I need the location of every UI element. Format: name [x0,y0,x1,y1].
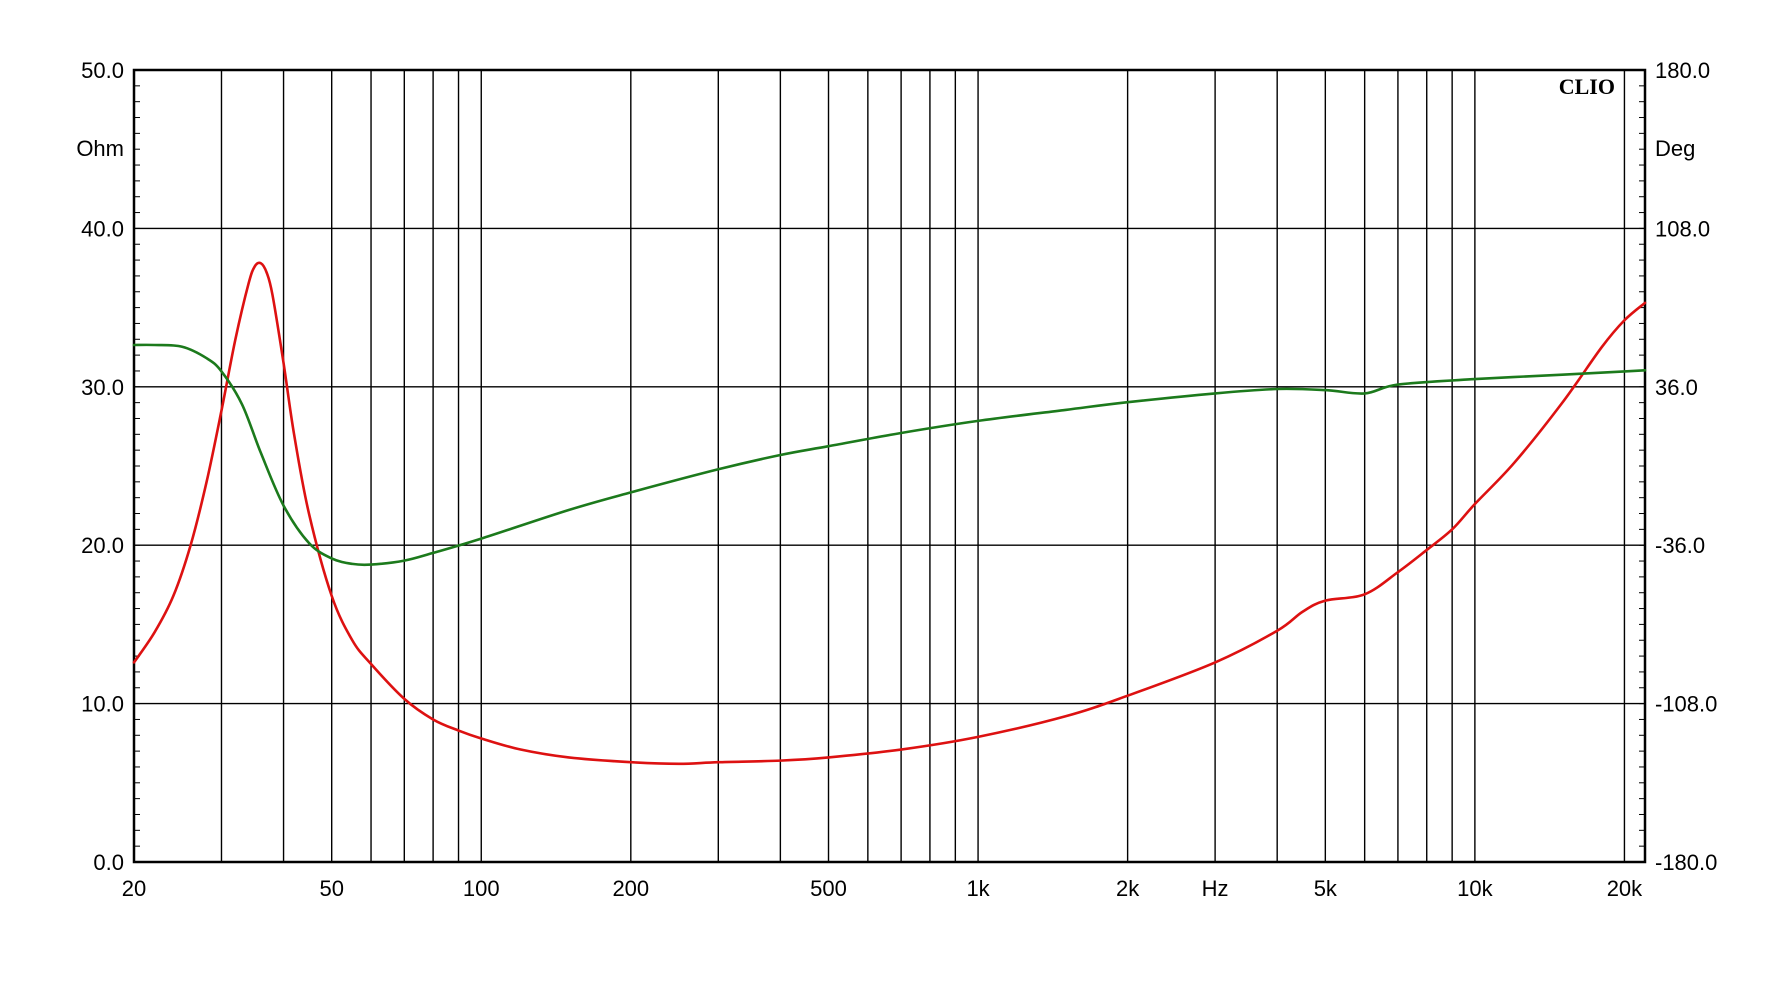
plot-border [132,68,1647,864]
chart-labels: 0.0 10.0 20.0 30.0 40.0 50.0 Ohm -180.0 -108.0 -3… [76,58,1717,901]
x-tick-label: 100 [463,876,500,901]
left-tick-label: 50.0 [81,58,124,83]
x-tick-label: 200 [612,876,649,901]
right-tick-label: -180.0 [1655,850,1717,875]
x-tick-label: 2k [1116,876,1140,901]
left-axis-unit: Ohm [76,136,124,161]
impedance-curve-0 [132,261,1647,766]
chart-curves [132,261,1647,766]
right-axis-unit: Deg [1655,136,1695,161]
plot-frame [132,68,1647,864]
x-tick-label: 20 [122,876,146,901]
clio-brand-label: CLIO [1559,74,1615,99]
x-tick-label: 1k [966,876,990,901]
right-tick-label: 36.0 [1655,375,1698,400]
right-tick-label: 180.0 [1655,58,1710,83]
right-tick-label: -108.0 [1655,692,1717,717]
right-tick-label: -36.0 [1655,533,1705,558]
x-tick-label: 20k [1607,876,1643,901]
x-tick-label: 5k [1314,876,1338,901]
right-tick-label: 108.0 [1655,216,1710,241]
x-tick-label: 10k [1457,876,1493,901]
x-tick-label: 500 [810,876,847,901]
phase-curve-1 [132,343,1647,567]
x-tick-label: 50 [319,876,343,901]
left-tick-label: 40.0 [81,216,124,241]
x-axis-unit: Hz [1202,876,1229,901]
left-tick-label: 20.0 [81,533,124,558]
left-tick-label: 0.0 [93,850,124,875]
left-tick-label: 10.0 [81,692,124,717]
chart-grid [134,70,1645,862]
left-tick-label: 30.0 [81,375,124,400]
